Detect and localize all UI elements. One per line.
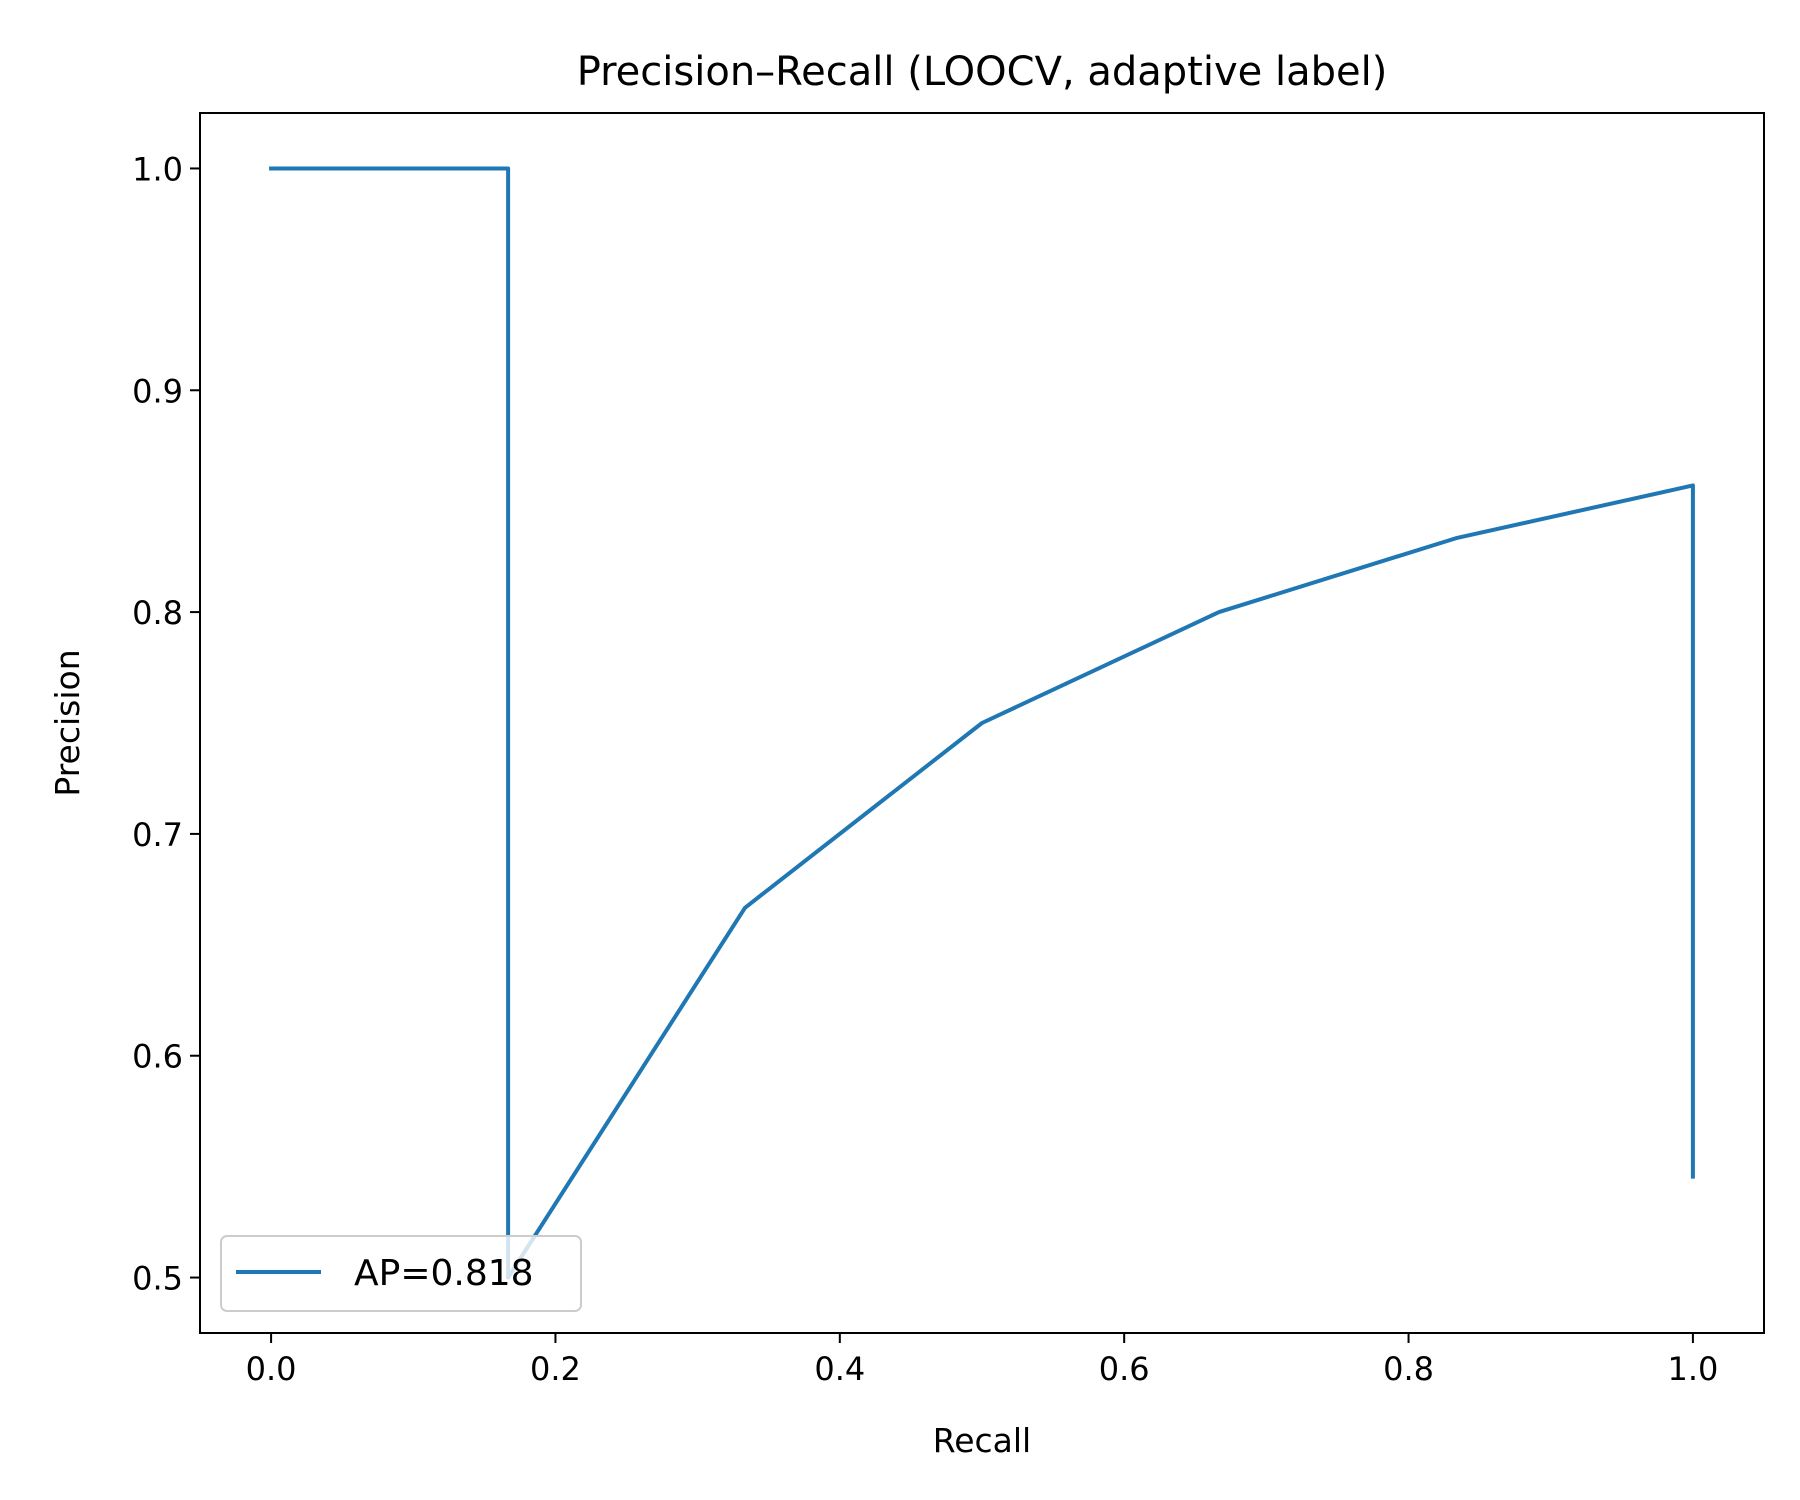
y-tick-label: 1.0 bbox=[132, 150, 183, 188]
x-tick-label: 0.4 bbox=[814, 1350, 865, 1388]
legend: AP=0.818 bbox=[220, 1235, 582, 1312]
x-tick-label: 0.8 bbox=[1383, 1350, 1434, 1388]
y-axis-label: Precision bbox=[48, 649, 87, 796]
x-tick-label: 0.6 bbox=[1099, 1350, 1150, 1388]
y-tick-label: 0.6 bbox=[132, 1038, 183, 1076]
legend-box bbox=[220, 1235, 582, 1312]
y-tick-label: 0.5 bbox=[132, 1260, 183, 1298]
x-tick-label: 0.2 bbox=[530, 1350, 581, 1388]
x-axis-label: Recall bbox=[933, 1421, 1031, 1460]
y-tick-label: 0.8 bbox=[132, 594, 183, 632]
y-tick-label: 0.9 bbox=[132, 372, 183, 410]
legend-label: AP=0.818 bbox=[354, 1253, 534, 1294]
x-axis: 0.0 0.2 0.4 0.6 0.8 1.0 bbox=[246, 1333, 1718, 1388]
plot-area bbox=[269, 166, 1695, 1280]
series-line-0 bbox=[269, 166, 1695, 1280]
x-tick-label: 0.0 bbox=[246, 1350, 297, 1388]
axes-frame bbox=[199, 112, 1765, 1334]
x-tick-label: 1.0 bbox=[1667, 1350, 1718, 1388]
y-tick-label: 0.7 bbox=[132, 816, 183, 854]
chart-title: Precision–Recall (LOOCV, adaptive label) bbox=[577, 49, 1388, 95]
y-axis: 0.5 0.6 0.7 0.8 0.9 1.0 bbox=[132, 150, 200, 1298]
